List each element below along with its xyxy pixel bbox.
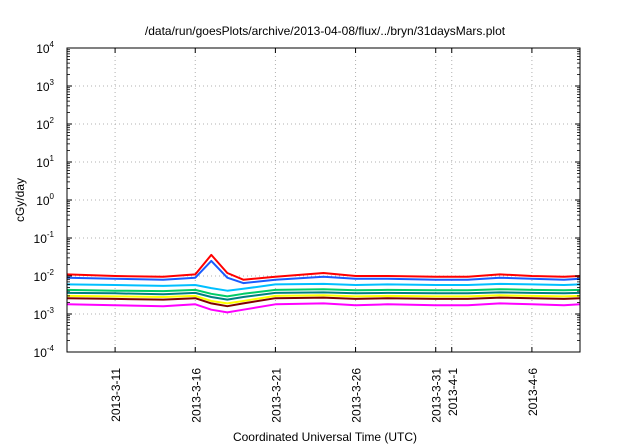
x-tick-label: 2013-3-11 (109, 368, 123, 422)
y-tick-label: 102 (36, 116, 54, 132)
y-axis-label: cGy/day (13, 178, 27, 222)
y-tick-label: 10-4 (34, 344, 55, 360)
y-tick-label: 10-3 (34, 306, 55, 322)
x-axis-label: Coordinated Universal Time (UTC) (233, 430, 417, 444)
y-tick-label: 100 (36, 192, 54, 208)
y-tick-label: 103 (36, 78, 54, 94)
x-tick-label: 2013-3-16 (189, 368, 203, 423)
y-tick-label: 10-2 (34, 268, 55, 284)
x-tick-label: 2013-3-31 (430, 368, 444, 423)
x-tick-label: 2013-3-26 (350, 368, 364, 423)
series-group (66, 253, 581, 314)
y-tick-label: 10-1 (34, 230, 55, 246)
y-axis-tick-labels: 10-4 10-3 10-2 10-1 100 101 102 103 104 (34, 40, 55, 360)
series-line (66, 296, 581, 308)
x-tick-label: 2013-4-1 (446, 368, 460, 416)
x-tick-label: 2013-4-6 (526, 368, 540, 416)
x-axis-tick-labels: 2013-3-11 2013-3-16 2013-3-21 2013-3-26 2013… (109, 368, 540, 423)
axis-ticks (67, 47, 580, 353)
x-tick-label: 2013-3-21 (269, 368, 283, 423)
series-line (66, 302, 581, 314)
series-line (66, 294, 581, 305)
chart-title: /data/run/goesPlots/archive/2013-04-08/f… (145, 24, 506, 38)
series-line (66, 253, 581, 281)
series-line (66, 259, 581, 285)
series-line (66, 291, 581, 301)
series-line (66, 288, 581, 298)
series-line (66, 282, 581, 292)
y-tick-label: 104 (36, 40, 54, 56)
y-tick-label: 101 (36, 154, 54, 170)
